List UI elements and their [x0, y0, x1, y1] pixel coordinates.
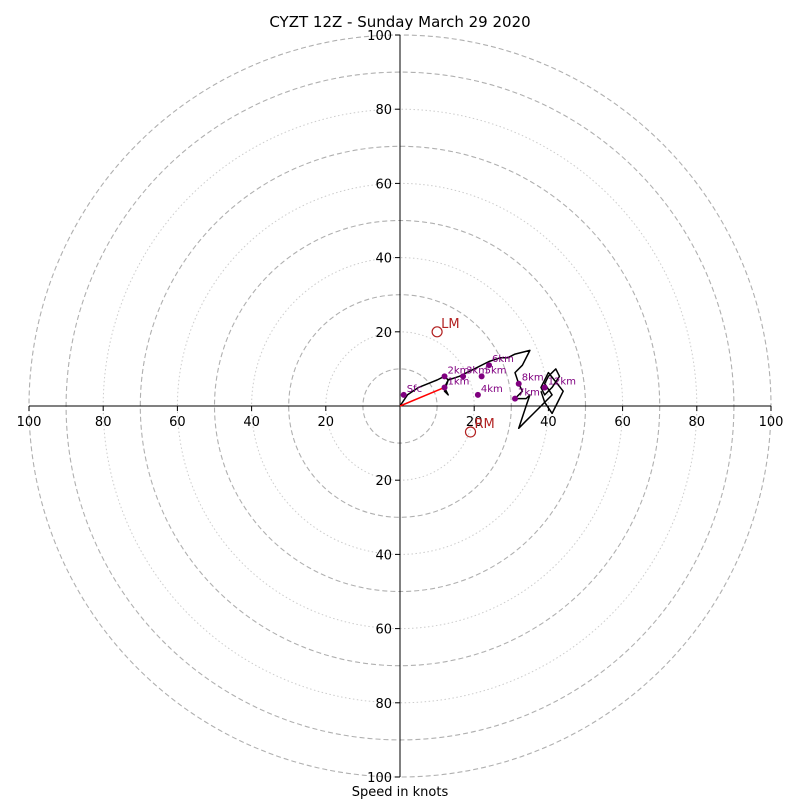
y-tick-label: 60: [375, 623, 392, 638]
y-tick-label: 20: [375, 474, 392, 489]
y-tick-label: 80: [375, 103, 392, 118]
height-marker: [515, 380, 522, 387]
lm-storm-motion-label: LM: [441, 317, 459, 332]
y-tick-label: 80: [375, 697, 392, 712]
rm-storm-motion-label: RM: [474, 417, 494, 432]
x-tick-label: 60: [614, 415, 631, 430]
x-tick-label: 60: [169, 415, 186, 430]
height-marker-label: 8km: [522, 373, 544, 384]
lm-storm-motion-marker: [431, 326, 443, 338]
x-tick-label: 40: [540, 415, 557, 430]
y-tick-label: 20: [375, 326, 392, 341]
height-marker: [474, 391, 481, 398]
y-tick-label: 40: [375, 252, 392, 267]
shear-vector-group: [399, 386, 445, 407]
height-marker: [486, 362, 493, 369]
y-tick-label: 60: [375, 177, 392, 192]
height-marker-label: 3km: [466, 365, 488, 376]
x-tick-label: 100: [759, 415, 784, 430]
shear-vector: [399, 386, 445, 407]
height-marker-label: 1km: [448, 376, 470, 387]
height-marker: [512, 395, 519, 402]
height-marker-label: 6km: [492, 354, 514, 365]
height-marker: [478, 373, 485, 380]
height-marker: [441, 373, 448, 380]
rm-storm-motion-marker: [464, 426, 477, 438]
x-tick-label: 100: [17, 415, 42, 430]
y-tick-label: 40: [375, 548, 392, 563]
x-tick-label: 80: [95, 415, 112, 430]
x-tick-label: 80: [689, 415, 706, 430]
height-marker-label: 5km: [485, 365, 507, 376]
x-tick-label: 20: [466, 415, 483, 430]
height-marker: [460, 373, 467, 380]
x-axis-label: Speed in knots: [352, 785, 449, 800]
height-marker-label: 2km: [448, 365, 470, 376]
height-marker-label: 4km: [481, 384, 503, 395]
height-marker-label: Sfc: [407, 384, 422, 395]
height-marker: [541, 384, 548, 391]
tick-labels: 20 20 20 20 40 40 40 40 60 60 60 60 80 80 80 80 100 100 10…: [17, 29, 784, 786]
chart-title: CYZT 12Z - Sunday March 29 2020: [269, 13, 530, 31]
y-tick-label: 100: [367, 771, 392, 786]
height-marker-label: 7km: [518, 388, 540, 399]
x-tick-label: 20: [318, 415, 335, 430]
y-tick-label: 100: [367, 29, 392, 44]
storm-motion-group: LM RM: [431, 317, 495, 438]
height-marker-label: 12km: [548, 376, 576, 387]
height-marker: [441, 384, 448, 391]
x-tick-label: 40: [243, 415, 260, 430]
height-marker: [400, 391, 407, 398]
